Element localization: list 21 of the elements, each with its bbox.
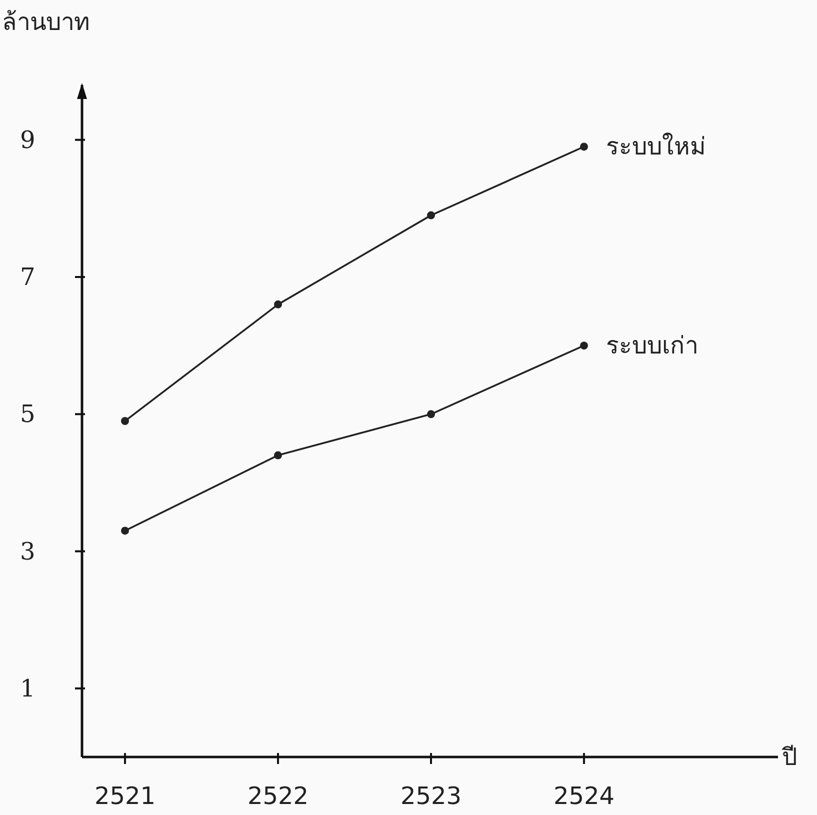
x-tick-label: 2521	[94, 782, 156, 810]
point	[121, 417, 129, 425]
y-tick-label: 7	[20, 263, 36, 291]
y-axis-title: ล้านบาท	[2, 8, 90, 36]
y-tick-label: 9	[20, 126, 36, 154]
point	[427, 211, 435, 220]
y-tick-label: 1	[20, 674, 36, 702]
series-label: ระบบใหม่	[606, 132, 706, 161]
x-tick-label: 2524	[553, 782, 615, 810]
x-tick-label: 2523	[400, 782, 462, 810]
point	[274, 300, 282, 308]
x-axis-title: ปี	[781, 743, 797, 771]
point	[121, 526, 129, 535]
point	[580, 342, 588, 350]
point	[580, 142, 588, 151]
series-label: ระบบเก่า	[606, 332, 698, 360]
point	[274, 451, 282, 460]
point	[427, 410, 435, 418]
y-tick-label: 5	[20, 400, 36, 428]
y-tick-label: 3	[20, 537, 36, 566]
x-tick-label: 2522	[247, 782, 309, 810]
